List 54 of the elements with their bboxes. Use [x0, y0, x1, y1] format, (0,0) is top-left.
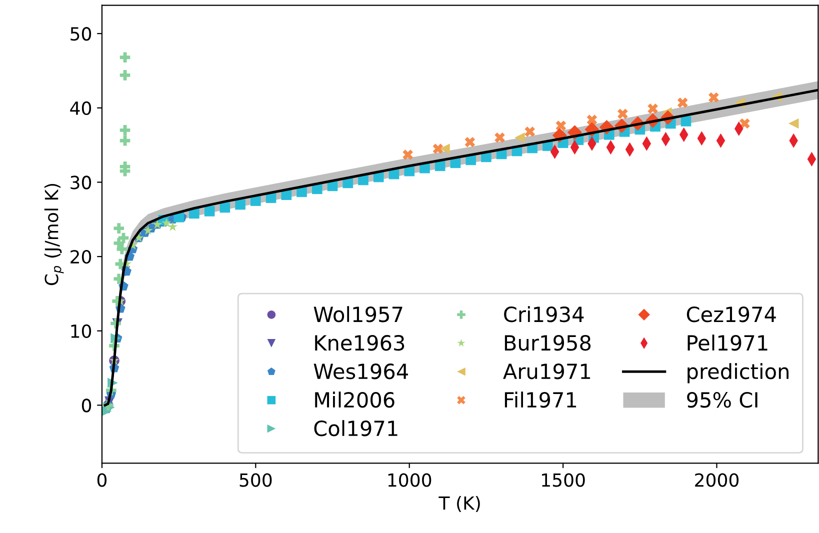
point — [788, 118, 799, 129]
legend-label: Pel1971 — [688, 334, 768, 351]
point — [114, 238, 124, 248]
point — [586, 114, 598, 125]
point — [120, 52, 130, 63]
legend-label: Cri1934 — [504, 306, 584, 322]
legend-label: Aru1971 — [503, 363, 590, 380]
point — [402, 150, 413, 160]
legend-label: Bur1958 — [504, 334, 591, 351]
x-tick-label: 2000 — [695, 473, 739, 487]
x-tick-label: 1500 — [542, 473, 585, 487]
point — [204, 206, 215, 216]
x-tick-label: 500 — [240, 473, 272, 487]
point — [494, 132, 505, 143]
annotation: 95% CI — [687, 392, 758, 408]
point — [514, 132, 525, 143]
legend-label: Wes1964 — [314, 363, 408, 380]
y-tick-label: 10 — [71, 324, 92, 338]
point — [680, 116, 692, 126]
y-tick-label: 50 — [70, 27, 92, 41]
point — [120, 135, 130, 146]
y-axis-title: C$_{p}$ (J/mol K) — [44, 184, 64, 286]
x-tick-label: 1000 — [388, 473, 432, 487]
point — [740, 118, 750, 129]
legend-label: Cez1974 — [686, 306, 776, 322]
legend-label: Mil2006 — [315, 392, 394, 408]
point — [432, 144, 444, 154]
point — [440, 144, 450, 154]
x-axis-title: T (K) — [438, 496, 480, 512]
point — [677, 98, 688, 108]
point — [618, 108, 628, 119]
legend-label: Col1971 — [314, 420, 398, 436]
y-tick-label: 0 — [82, 398, 92, 412]
point — [143, 225, 153, 235]
legend-label: Wol1957 — [314, 306, 402, 322]
point — [162, 218, 172, 228]
point — [556, 120, 566, 131]
legend-label: Kne1963 — [315, 334, 404, 351]
y-tick-label: 40 — [70, 101, 92, 116]
y-tick-label: 30 — [70, 176, 92, 190]
point — [524, 126, 535, 137]
point — [235, 199, 246, 210]
point — [648, 103, 658, 114]
point — [120, 125, 130, 136]
legend-label: prediction — [688, 363, 788, 384]
x-tick-label: 0 — [97, 473, 107, 487]
point — [168, 222, 178, 231]
y-tick-label: 20 — [70, 250, 92, 264]
legend-label: Fil1971 — [504, 392, 576, 408]
point — [220, 202, 230, 213]
point — [464, 136, 476, 148]
point — [708, 92, 719, 103]
point — [120, 70, 130, 80]
point — [114, 223, 124, 234]
